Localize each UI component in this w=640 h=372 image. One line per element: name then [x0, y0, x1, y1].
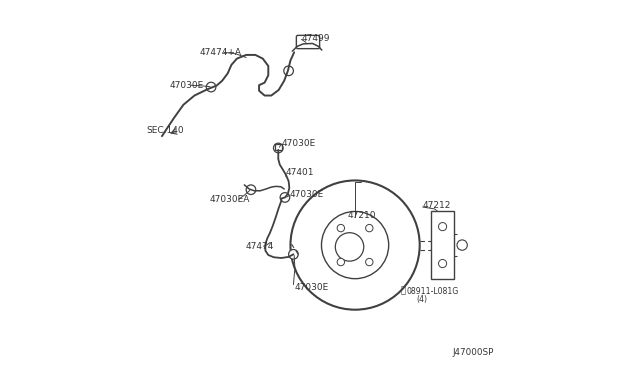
Circle shape [457, 240, 467, 250]
Circle shape [206, 82, 216, 92]
Text: Ⓝ: Ⓝ [401, 287, 406, 296]
Circle shape [273, 143, 283, 153]
Text: 47030E: 47030E [290, 190, 324, 199]
Text: 47030E: 47030E [170, 81, 204, 90]
Circle shape [337, 224, 344, 232]
Circle shape [280, 193, 290, 202]
Circle shape [284, 66, 293, 76]
Text: 47401: 47401 [286, 168, 314, 177]
Text: 47212: 47212 [422, 201, 451, 210]
Text: 47210: 47210 [348, 211, 376, 220]
Text: 47474+A: 47474+A [200, 48, 242, 57]
Text: J47000SP: J47000SP [452, 347, 493, 357]
Text: 47030E: 47030E [281, 139, 316, 148]
Circle shape [438, 260, 447, 267]
Circle shape [438, 222, 447, 231]
Text: 08911-L081G: 08911-L081G [407, 287, 459, 296]
Text: (4): (4) [416, 295, 427, 304]
Text: 47030EA: 47030EA [209, 195, 250, 204]
Text: SEC.140: SEC.140 [147, 126, 184, 135]
Circle shape [365, 258, 373, 266]
Circle shape [289, 250, 298, 259]
Text: 47474: 47474 [245, 242, 274, 251]
Circle shape [365, 224, 373, 232]
Circle shape [337, 258, 344, 266]
Text: 47030E: 47030E [294, 283, 328, 292]
Circle shape [246, 185, 256, 195]
Text: 47499: 47499 [301, 34, 330, 43]
